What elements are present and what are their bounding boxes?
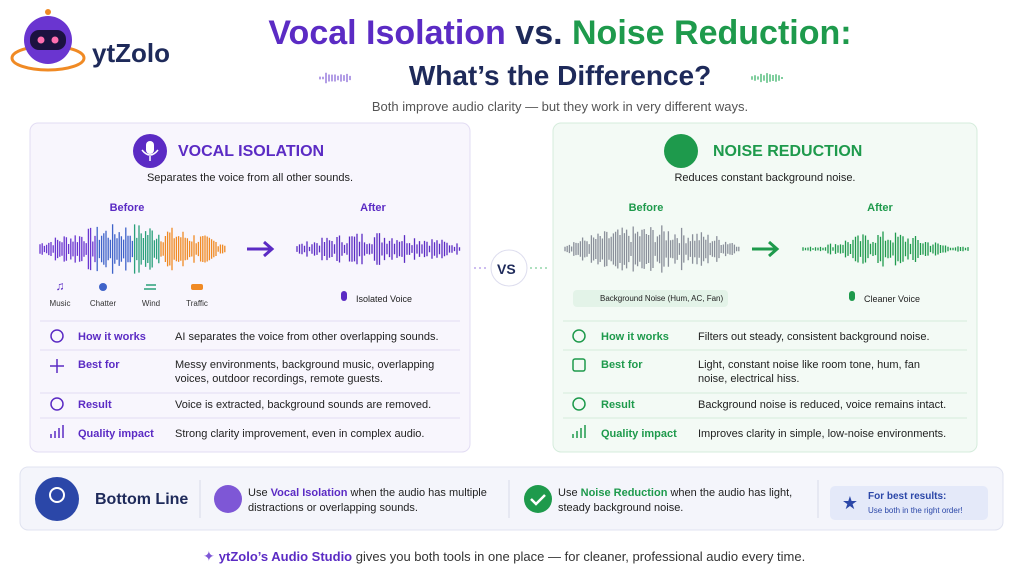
panel-title: VOCAL ISOLATION [178,143,325,160]
text: when the audio has light, steady backgro… [558,487,793,514]
panel-description: Reduces constant background noise. [674,172,856,184]
vocal-panel [29,122,471,453]
music-icon: ♫ [56,279,65,293]
row-label: Best for [601,359,643,371]
row-text: Strong clarity improvement, even in comp… [175,428,425,440]
text: gives you both tools in one place — for … [355,549,806,564]
mic-small [849,291,855,301]
text: Use [248,487,268,499]
after-label: After [867,202,893,214]
row-text: Light, constant noise like room tone, hu… [698,359,920,385]
separators [40,320,460,419]
source-label: Chatter [89,299,117,308]
people-icon [214,485,242,513]
title: Vocal Isolation vs. Noise Reduction: [200,14,920,53]
waveform [133,224,160,274]
highlight: Vocal Isolation [270,487,348,499]
logo-eye [37,36,45,44]
row-label: Quality impact [601,428,677,440]
source-label: Background Noise (Hum, AC, Fan) [600,294,724,303]
footer: ytZolo’s Audio Studio gives you both too… [0,549,1024,564]
source-label: Traffic [186,299,208,308]
waveform [802,231,969,267]
wind-icon [144,284,156,290]
row-label: Best for [78,359,120,371]
bulb-icon [35,477,79,521]
arrow [752,240,780,258]
title-part: Noise Reduction: [572,14,852,52]
mic-small [341,291,347,301]
chatter-icon [99,283,107,291]
tip-title: For best results: [868,491,947,502]
result-label: Isolated Voice [356,294,413,304]
row-text: AI separates the voice from other overla… [175,331,439,343]
title-part: Vocal Isolation [268,14,506,52]
row-label: Result [78,399,112,411]
wave-icon [664,134,698,168]
title-part: vs. [515,14,563,52]
waveform [319,72,351,84]
noise-badge [573,290,728,307]
bottom-noise: Use Noise Reduction when the audio has l… [558,486,813,516]
tip-box [830,486,988,520]
row-label: Result [601,399,635,411]
brand: ytZolo [92,38,170,68]
bottom-vocal: Use Vocal Isolation when the audio has m… [248,486,498,516]
row-label: How it works [78,331,146,343]
tip-text: Use both in the right order! [868,506,963,515]
panel-description: Separates the voice from all other sound… [146,172,354,184]
logo-antenna [45,9,51,15]
mic-glyph [141,149,159,161]
row-label: How it works [601,331,669,343]
waveform [160,227,226,271]
check-glyph [530,494,546,506]
vs-label: VS [497,261,516,277]
text: Use [558,487,578,499]
traffic-icon [191,284,203,290]
highlight: ytZolo’s Audio Studio [218,549,353,564]
separators [563,320,967,419]
waveform [564,225,740,273]
mic-glyph [146,141,154,154]
panel-title: NOISE REDUCTION [713,143,863,160]
bottom-box [19,466,1004,531]
arrow [247,240,275,258]
row-text: Background noise is reduced, voice remai… [698,399,947,411]
logo-visor [30,30,66,50]
vs-circle [490,249,528,287]
waveform [39,227,96,271]
noise-panel [552,122,978,453]
title-line2: What’s the Difference? [408,60,712,91]
row-text: Filters out steady, consistent backgroun… [698,331,930,343]
row-text: Voice is extracted, background sounds ar… [175,399,432,411]
result-label: Cleaner Voice [864,294,921,304]
waveform [96,224,134,274]
row-text: Improves clarity in simple, low-noise en… [698,428,947,440]
row-label: Quality impact [78,428,154,440]
bulb-glyph [49,487,65,503]
row-icons [50,329,64,438]
sparkle-icon: ✦ [203,548,215,564]
subtitle: Both improve audio clarity — but they wo… [371,99,749,114]
logo-eye [51,36,59,44]
after-label: After [360,202,386,214]
star-icon: ★ [842,493,858,513]
source-label: Wind [141,299,161,308]
source-label: Music [49,299,71,308]
before-label: Before [109,202,145,214]
bottom-title: Bottom Line [95,491,189,508]
text: when the audio has multiple distractions… [248,487,487,514]
row-icons [572,329,586,438]
check-icon [524,485,552,513]
waveform [296,233,461,265]
waveform [751,73,783,83]
waveforms [39,72,969,274]
row-text: Messy environments, background music, ov… [175,359,435,385]
highlight: Noise Reduction [580,487,668,499]
before-label: Before [628,202,664,214]
